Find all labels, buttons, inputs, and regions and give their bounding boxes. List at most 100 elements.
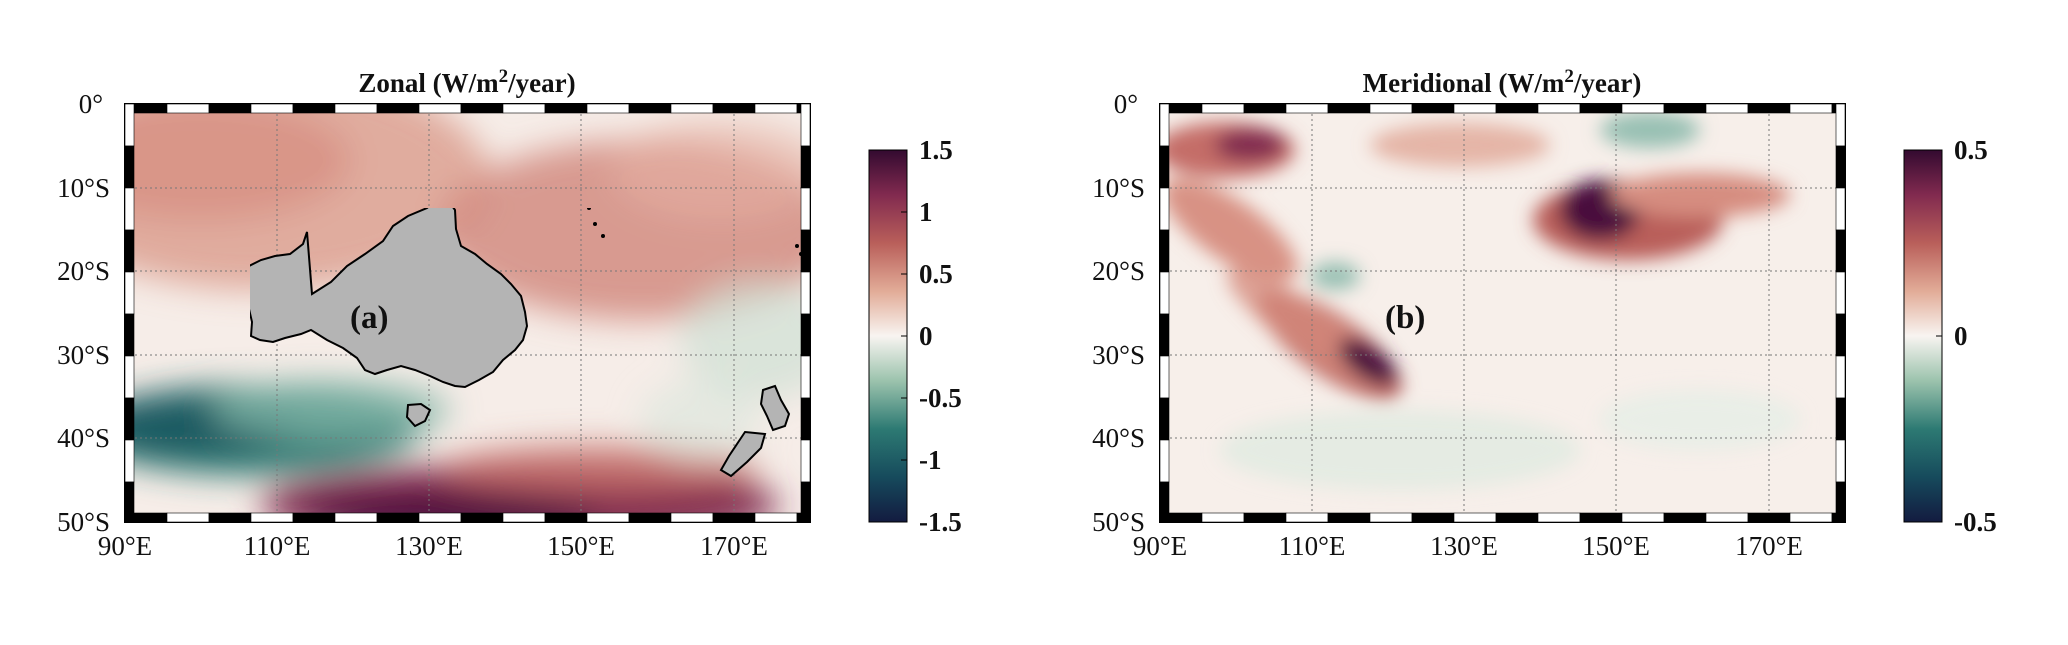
frame-segment xyxy=(124,229,135,273)
frame-segment xyxy=(292,103,336,114)
frame-segment xyxy=(800,355,811,399)
frame-segment xyxy=(1835,187,1846,231)
frame-segment xyxy=(460,512,504,523)
frame-segment xyxy=(124,313,135,357)
frame-segment xyxy=(1835,229,1846,273)
frame-segment xyxy=(124,271,135,315)
lat-tick: 50°S xyxy=(1092,507,1145,537)
frame-segment xyxy=(1201,103,1245,114)
lat-tick: 10°S xyxy=(57,173,110,203)
panel-b-lat-ticks: 0° 10°S 20°S 30°S 40°S 50°S xyxy=(1092,89,1145,537)
frame-segment xyxy=(418,103,462,114)
frame-segment xyxy=(1243,103,1287,114)
frame-segment xyxy=(628,512,672,523)
frame-segment xyxy=(754,512,798,523)
frame-segment xyxy=(1835,145,1846,189)
frame-segment xyxy=(124,145,135,189)
colorbar-tick-label: -1 xyxy=(919,445,942,475)
frame-segment xyxy=(250,512,294,523)
frame-segment xyxy=(1789,103,1833,114)
panel-b-title: Meridional (W/m2/year) xyxy=(1363,66,1642,98)
lon-tick: 150°E xyxy=(1582,531,1650,561)
panel-b-field xyxy=(1160,104,1845,522)
lon-tick: 90°E xyxy=(98,531,152,561)
colorbar-tick-label: 0 xyxy=(919,321,933,351)
frame-segment xyxy=(1835,313,1846,357)
panel-a-lat-ticks: 0° 10°S 20°S 30°S 40°S 50°S xyxy=(57,89,110,537)
frame-segment xyxy=(800,145,811,189)
lon-tick: 170°E xyxy=(1735,531,1803,561)
frame-segment xyxy=(166,512,210,523)
frame-segment xyxy=(124,355,135,399)
frame-segment xyxy=(292,512,336,523)
panel-a-lon-ticks: 90°E 110°E 130°E 150°E 170°E xyxy=(98,531,768,561)
panel-b: (b) Meridional (W/m2/year) 0° 10°S 20°S … xyxy=(1092,66,1997,561)
frame-segment xyxy=(712,103,756,114)
colorbar-a xyxy=(868,149,908,523)
lon-tick: 130°E xyxy=(1430,531,1498,561)
frame-segment xyxy=(1453,512,1497,523)
frame-segment xyxy=(1705,512,1749,523)
lat-tick: 40°S xyxy=(57,423,110,453)
frame-segment xyxy=(1369,512,1413,523)
frame-segment xyxy=(502,512,546,523)
lat-tick: 0° xyxy=(1114,89,1138,119)
frame-segment xyxy=(1327,512,1371,523)
frame-segment xyxy=(124,481,135,523)
frame-segment xyxy=(1747,103,1791,114)
frame-segment xyxy=(586,103,630,114)
colorbar-tick-label: 0.5 xyxy=(1954,135,1988,165)
panel-a-grid xyxy=(125,104,810,522)
lon-tick: 110°E xyxy=(1279,531,1346,561)
frame-segment xyxy=(1537,103,1581,114)
frame-segment xyxy=(1789,512,1833,523)
frame-segment xyxy=(1369,103,1413,114)
panel-b-lon-ticks: 90°E 110°E 130°E 150°E 170°E xyxy=(1133,531,1803,561)
frame-segment xyxy=(1495,512,1539,523)
colorbar-tick-label: 1.5 xyxy=(919,135,953,165)
lat-tick: 40°S xyxy=(1092,423,1145,453)
frame-segment xyxy=(376,512,420,523)
colorbar-tick-label: -0.5 xyxy=(919,383,962,413)
frame-segment xyxy=(1159,481,1170,523)
frame-segment xyxy=(1621,512,1665,523)
frame-segment xyxy=(124,103,135,147)
colorbar-tick-label: -1.5 xyxy=(919,507,962,537)
frame-segment xyxy=(800,271,811,315)
frame-segment xyxy=(800,229,811,273)
frame-segment xyxy=(1663,512,1707,523)
frame-segment xyxy=(124,397,135,441)
colorbar-tick-label: 0.5 xyxy=(919,259,953,289)
frame-segment xyxy=(334,103,378,114)
frame-segment xyxy=(1747,512,1791,523)
frame-segment xyxy=(166,103,210,114)
lat-tick: 10°S xyxy=(1092,173,1145,203)
frame-segment xyxy=(1579,103,1623,114)
frame-segment xyxy=(1411,103,1455,114)
frame-segment xyxy=(544,512,588,523)
panel-a-label: (a) xyxy=(350,300,388,336)
frame-segment xyxy=(1835,397,1846,441)
frame-segment xyxy=(1285,103,1329,114)
frame-segment xyxy=(1579,512,1623,523)
panel-a-frame xyxy=(124,103,811,523)
frame-segment xyxy=(544,103,588,114)
lat-tick: 20°S xyxy=(57,256,110,286)
frame-segment xyxy=(1495,103,1539,114)
frame-segment xyxy=(1835,271,1846,315)
lat-tick: 0° xyxy=(79,89,103,119)
frame-segment xyxy=(1159,439,1170,483)
frame-segment xyxy=(670,512,714,523)
frame-segment xyxy=(124,187,135,231)
frame-segment xyxy=(1159,355,1170,399)
panel-b-frame xyxy=(1159,103,1846,523)
colorbar-b xyxy=(1903,149,1943,523)
frame-segment xyxy=(418,512,462,523)
frame-segment xyxy=(1835,103,1846,147)
lat-tick: 50°S xyxy=(57,507,110,537)
frame-segment xyxy=(1159,313,1170,357)
lon-tick: 170°E xyxy=(700,531,768,561)
lat-tick: 20°S xyxy=(1092,256,1145,286)
frame-segment xyxy=(712,512,756,523)
